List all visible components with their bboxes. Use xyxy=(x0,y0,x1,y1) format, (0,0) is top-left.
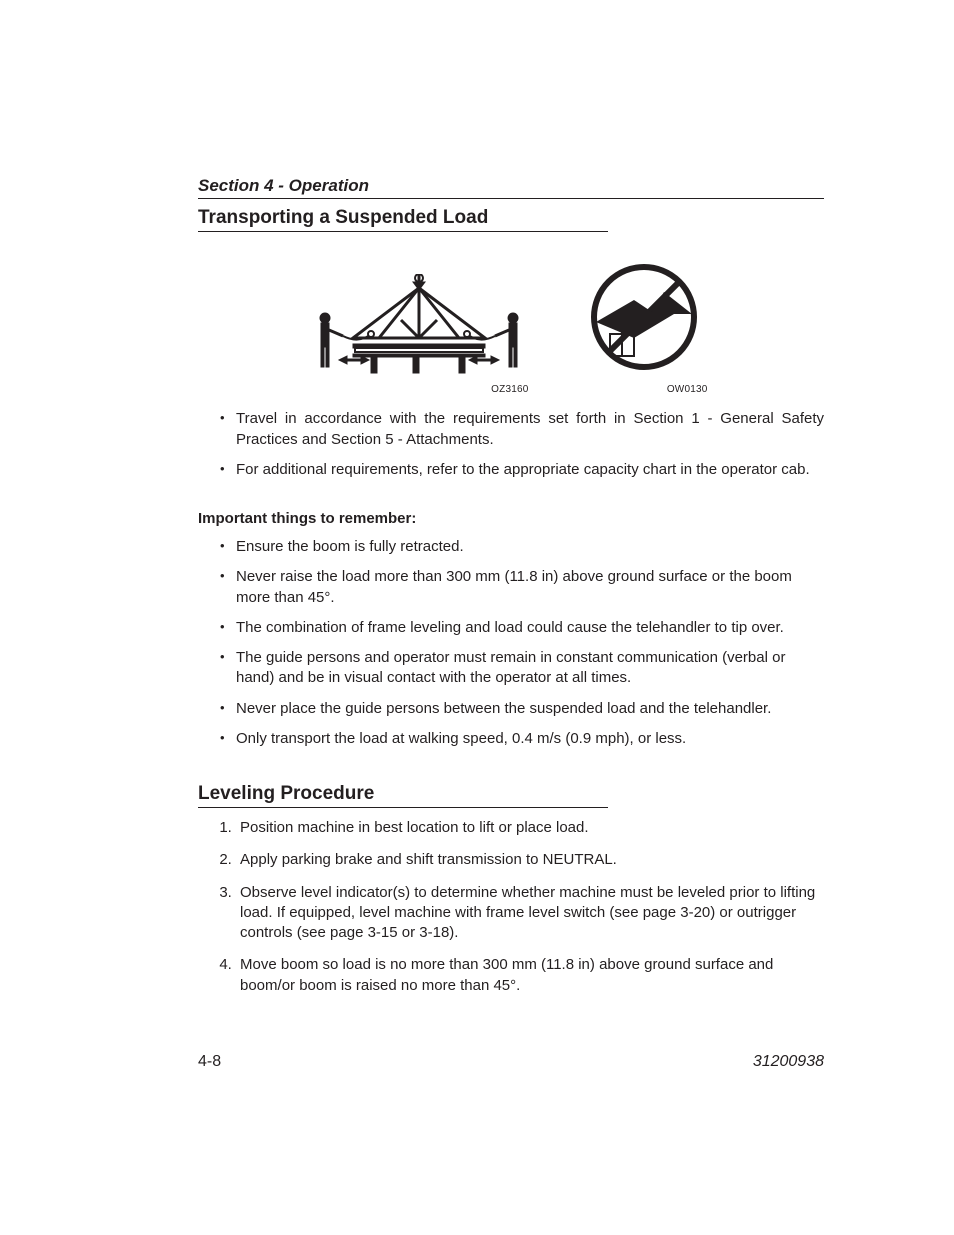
list-item: Apply parking brake and shift transmissi… xyxy=(236,850,824,870)
list-item: Only transport the load at walking speed… xyxy=(236,729,824,749)
list-item: Observe level indicator(s) to determine … xyxy=(236,883,824,944)
numbered-list: Position machine in best location to lif… xyxy=(198,818,824,996)
page-footer: 4-8 31200938 xyxy=(198,1053,824,1071)
subheading-important: Important things to remember: xyxy=(198,510,824,527)
list-item: Never raise the load more than 300 mm (1… xyxy=(236,567,824,608)
figure-row: OZ3160 OW0130 xyxy=(198,262,824,395)
list-item: Ensure the boom is fully retracted. xyxy=(236,537,824,557)
suspended-load-icon xyxy=(309,274,529,382)
bullet-list-top: Travel in accordance with the requiremen… xyxy=(198,409,824,480)
heading-transporting: Transporting a Suspended Load xyxy=(198,207,608,232)
list-item: Travel in accordance with the requiremen… xyxy=(236,409,824,450)
figure-suspended-load: OZ3160 xyxy=(309,274,529,395)
figure-caption-left: OZ3160 xyxy=(309,384,529,395)
no-slope-load-icon xyxy=(574,262,714,382)
heading-leveling: Leveling Procedure xyxy=(198,783,608,808)
list-item: Position machine in best location to lif… xyxy=(236,818,824,838)
document-page: Section 4 - Operation Transporting a Sus… xyxy=(0,0,954,1235)
list-item: Move boom so load is no more than 300 mm… xyxy=(236,955,824,996)
list-item: Never place the guide persons between th… xyxy=(236,699,824,719)
section-header: Section 4 - Operation xyxy=(198,176,824,199)
list-item: For additional requirements, refer to th… xyxy=(236,460,824,480)
figure-caption-right: OW0130 xyxy=(574,384,714,395)
list-item: The guide persons and operator must rema… xyxy=(236,648,824,689)
bullet-list-bottom: Ensure the boom is fully retracted. Neve… xyxy=(198,537,824,749)
doc-number: 31200938 xyxy=(753,1053,824,1071)
page-number: 4-8 xyxy=(198,1053,221,1071)
figure-prohibition: OW0130 xyxy=(574,262,714,395)
list-item: The combination of frame leveling and lo… xyxy=(236,618,824,638)
